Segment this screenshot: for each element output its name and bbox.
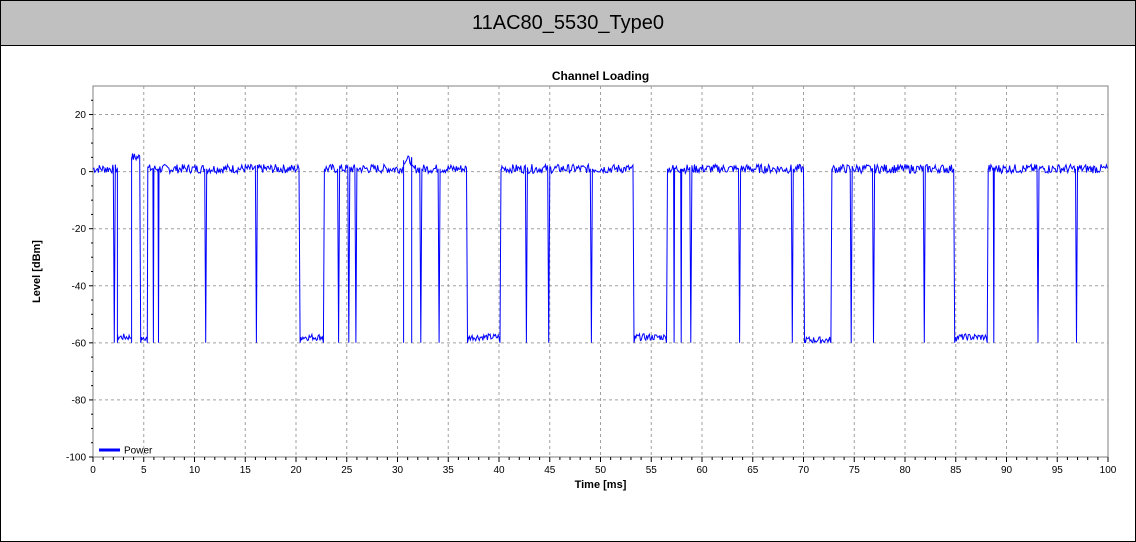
x-tick-label: 20 (290, 465, 302, 476)
legend-label: Power (124, 446, 153, 457)
y-tick-label: -20 (72, 224, 87, 235)
x-tick-label: 40 (493, 465, 505, 476)
legend: Power (99, 446, 153, 457)
x-tick-label: 80 (899, 465, 911, 476)
x-tick-label: 65 (747, 465, 759, 476)
x-tick-label: 100 (1100, 465, 1117, 476)
x-tick-label: 30 (392, 465, 404, 476)
x-tick-label: 75 (849, 465, 861, 476)
x-tick-label: 50 (595, 465, 607, 476)
x-tick-label: 35 (443, 465, 455, 476)
x-axis-label: Time [ms] (575, 479, 627, 491)
x-tick-label: 55 (646, 465, 658, 476)
x-tick-label: 5 (141, 465, 147, 476)
window-title: 11AC80_5530_Type0 (1, 1, 1135, 46)
y-tick-label: -80 (72, 395, 87, 406)
power-series (93, 153, 1108, 344)
x-tick-label: 15 (240, 465, 252, 476)
x-tick-label: 60 (696, 465, 708, 476)
x-tick-label: 25 (341, 465, 353, 476)
power-series-line (93, 153, 1108, 344)
y-tick-label: -60 (72, 338, 87, 349)
x-tick-label: 95 (1052, 465, 1064, 476)
y-tick-label: 0 (80, 167, 86, 178)
y-tick-label: -40 (72, 281, 87, 292)
y-tick-label: -100 (66, 453, 86, 464)
x-tick-label: 85 (950, 465, 962, 476)
y-tick-label: 20 (75, 110, 87, 121)
chart-title: Channel Loading (552, 69, 649, 83)
channel-loading-chart: Channel Loading 0 5 10 15 20 25 30 35 40 45 50 55 60 6… (31, 69, 1117, 491)
x-tick-label: 70 (798, 465, 810, 476)
x-tick-label: 0 (90, 465, 96, 476)
x-tick-label: 45 (544, 465, 556, 476)
x-tick-label: 90 (1001, 465, 1013, 476)
y-axis-label: Level [dBm] (31, 240, 43, 303)
x-tick-label: 10 (189, 465, 201, 476)
